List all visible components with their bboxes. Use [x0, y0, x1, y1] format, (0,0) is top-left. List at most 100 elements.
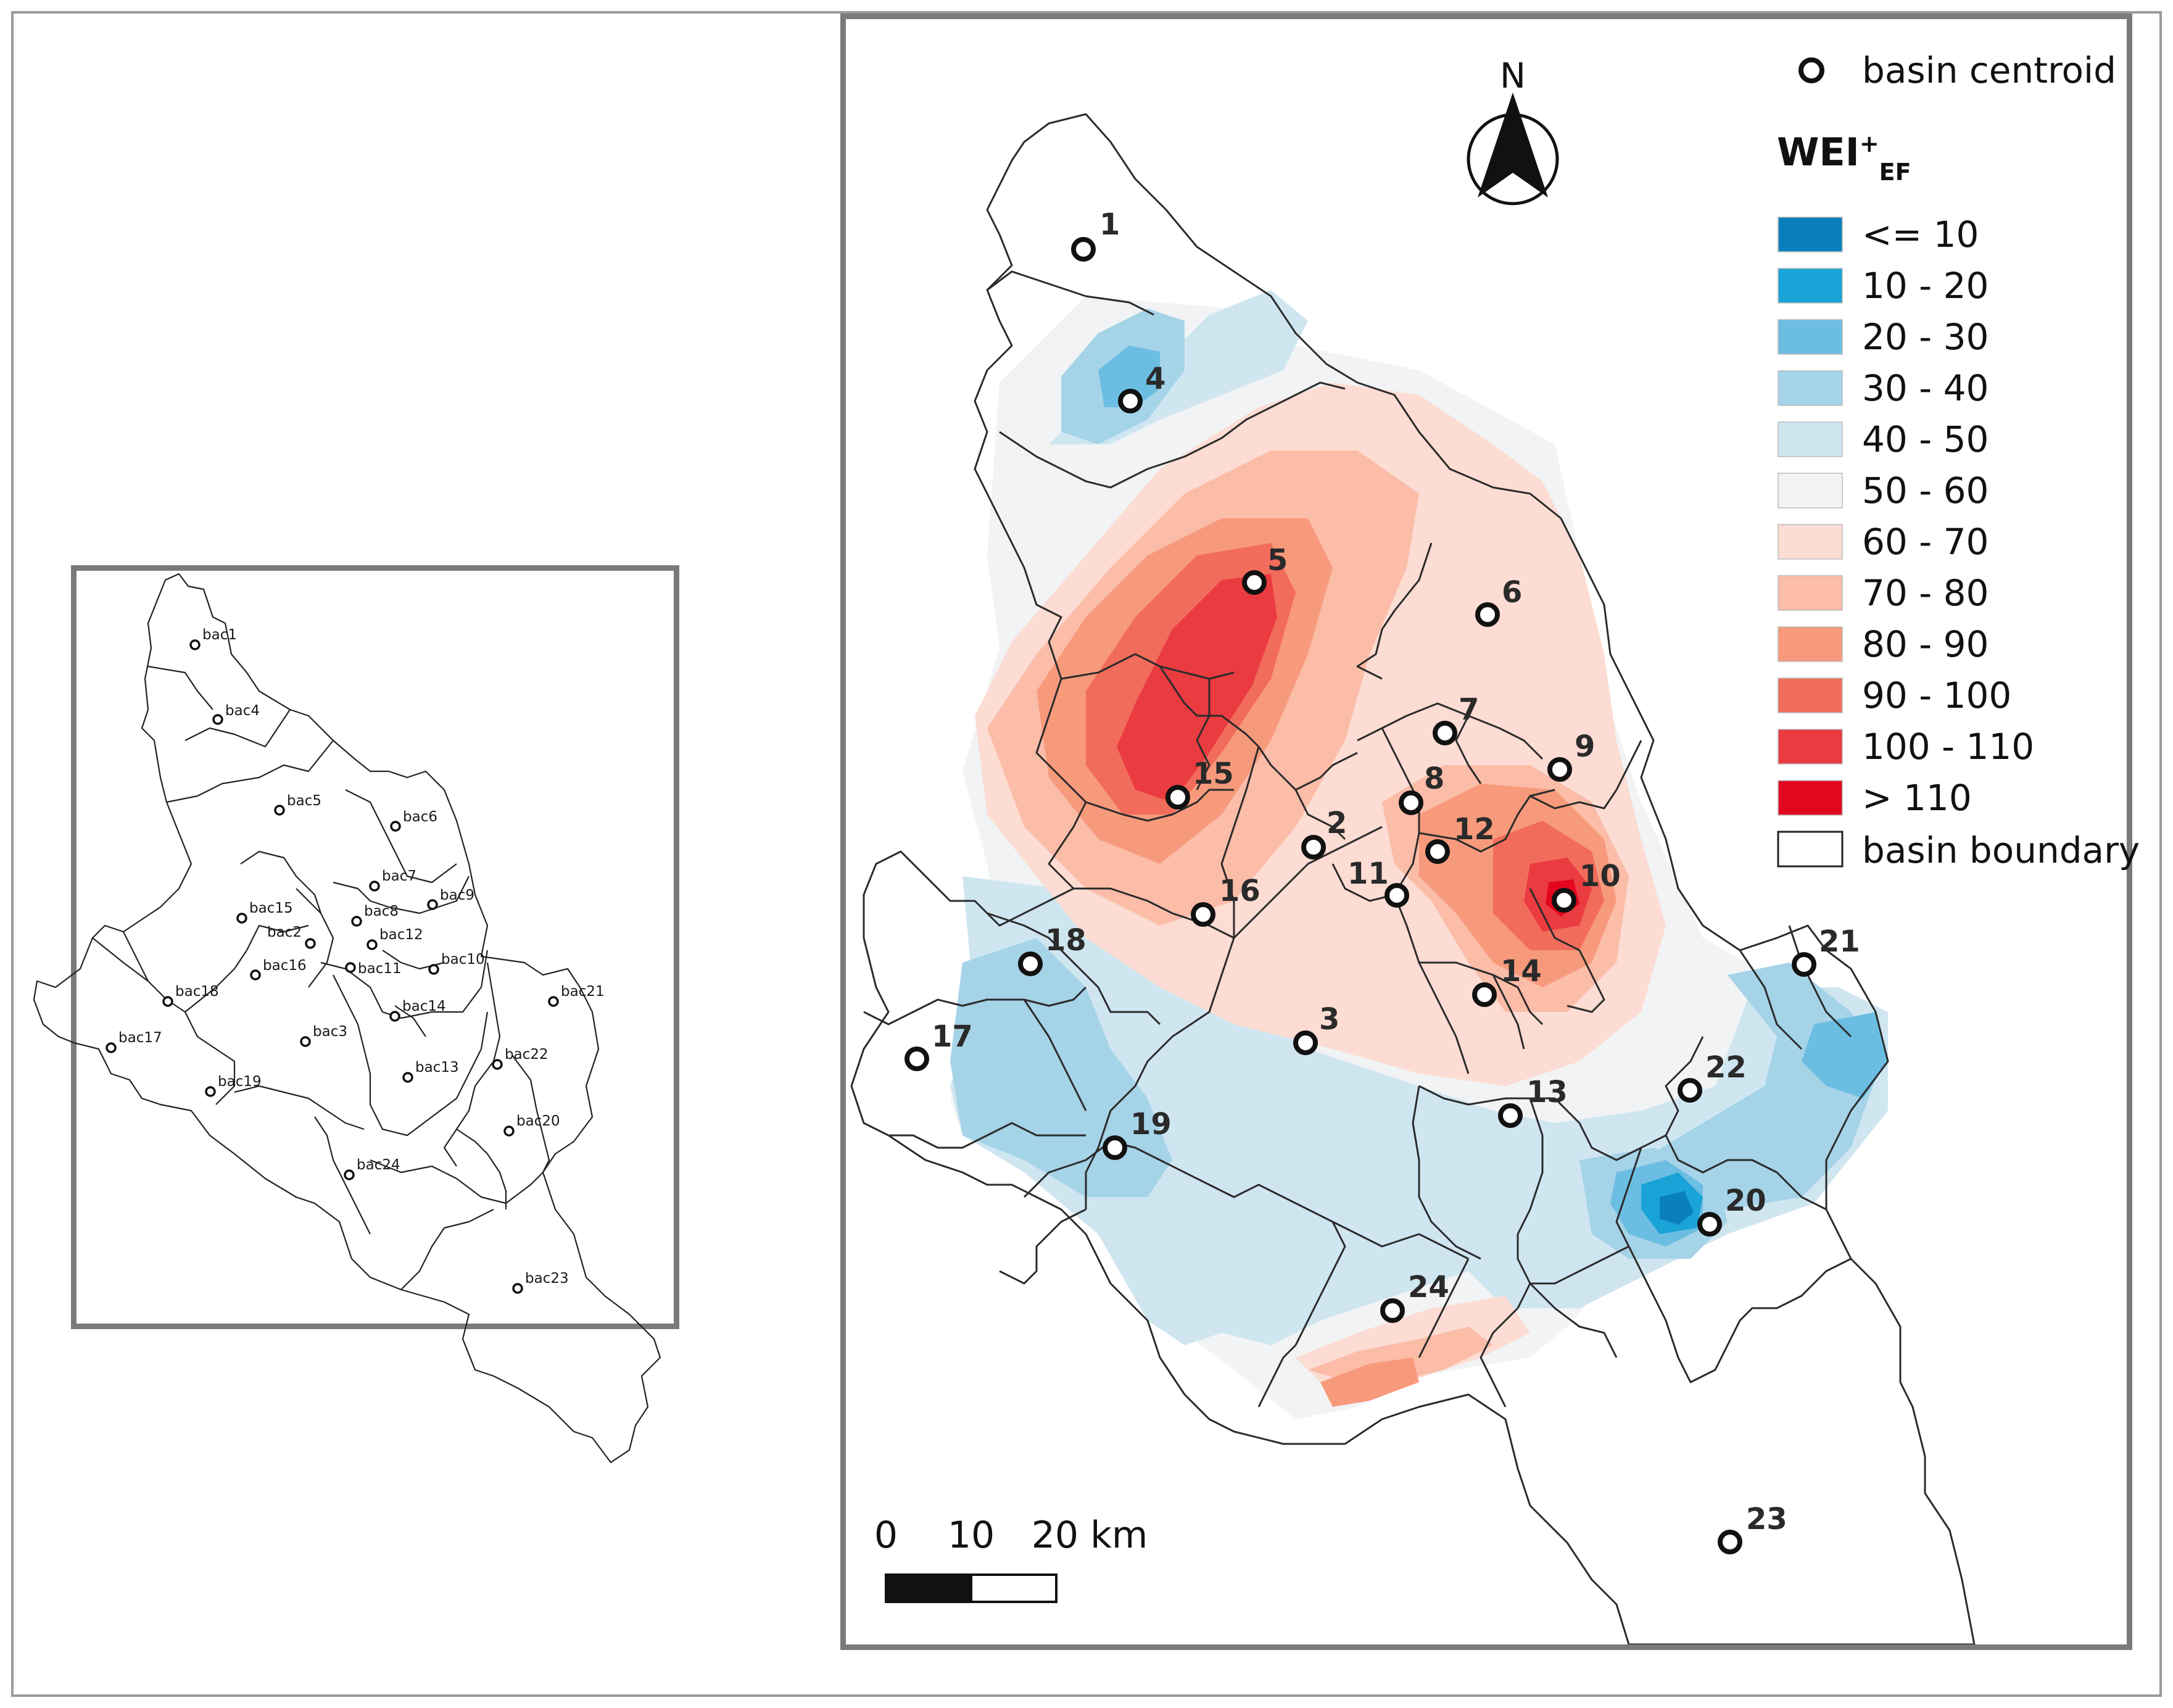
centroid-20 [1697, 1212, 1722, 1237]
legend-swatch [1778, 524, 1843, 560]
inset-centroid-bac16 [250, 969, 261, 980]
legend-swatch [1778, 626, 1843, 662]
label-11: 11 [1347, 856, 1389, 891]
centroid-markers [904, 237, 1816, 1554]
label-22: 22 [1705, 1050, 1747, 1085]
legend-boundary-label: basin boundary [1862, 829, 2140, 871]
inset-label-bac10: bac10 [441, 951, 485, 968]
centroid-12 [1425, 839, 1450, 864]
label-24: 24 [1408, 1270, 1449, 1304]
centroid-5 [1242, 570, 1267, 595]
centroid-6 [1475, 602, 1500, 627]
inset-centroid-bac6 [390, 821, 401, 832]
legend-swatch [1778, 678, 1843, 713]
scale-segment-black [886, 1575, 971, 1602]
inset-centroid-bac4 [212, 714, 223, 725]
centroid-15 [1165, 785, 1190, 810]
legend-class-label: 40 - 50 [1862, 418, 1989, 460]
centroid-18 [1018, 951, 1043, 976]
label-23: 23 [1746, 1502, 1787, 1536]
legend-centroid-symbol [1798, 57, 1824, 83]
inset-centroid-bac21 [548, 996, 559, 1007]
inset-label-bac13: bac13 [415, 1059, 459, 1076]
inset-label-bac4: bac4 [225, 703, 260, 719]
label-5: 5 [1267, 543, 1288, 578]
inset-centroid-bac3 [300, 1036, 311, 1047]
centroid-9 [1547, 757, 1572, 782]
centroid-11 [1385, 883, 1409, 908]
centroid-16 [1191, 902, 1215, 927]
label-9: 9 [1575, 729, 1595, 764]
north-label: N [1500, 56, 1526, 96]
legend-class-label: 20 - 30 [1862, 316, 1989, 358]
label-20: 20 [1725, 1184, 1766, 1218]
centroid-1 [1071, 237, 1096, 262]
inset-centroid-bac1 [189, 639, 201, 650]
inset-label-bac19: bac19 [218, 1074, 262, 1090]
legend-class-label: 90 - 100 [1862, 674, 2011, 716]
scale-segment-white [970, 1573, 1058, 1603]
inset-centroid-bac7 [369, 881, 380, 892]
inset-label-bac1: bac1 [202, 627, 237, 643]
label-12: 12 [1454, 812, 1495, 847]
inset-centroid-bac14 [389, 1011, 400, 1022]
centroid-21 [1792, 952, 1816, 977]
legend-swatch [1778, 780, 1843, 816]
label-1: 1 [1099, 207, 1120, 242]
inset-centroid-bac20 [503, 1126, 515, 1137]
label-16: 16 [1219, 874, 1260, 908]
north-arrow: N [1467, 56, 1559, 205]
inset-centroid-bac9 [427, 899, 438, 910]
legend-class-label: 100 - 110 [1862, 726, 2034, 768]
legend-swatch [1778, 319, 1843, 355]
label-6: 6 [1502, 575, 1522, 610]
label-7: 7 [1459, 692, 1479, 727]
label-8: 8 [1424, 761, 1444, 796]
zone-20-30-north [1098, 346, 1160, 407]
legend-class-label: 70 - 80 [1862, 572, 1989, 614]
centroid-8 [1399, 790, 1423, 815]
inset-label-bac20: bac20 [516, 1113, 560, 1129]
inset-centroid-bac18 [162, 996, 173, 1007]
inset-label-bac15: bac15 [249, 900, 293, 916]
centroid-2 [1301, 835, 1326, 860]
zone-80-90-south [1320, 1358, 1419, 1407]
legend-class-label: 60 - 70 [1862, 521, 1989, 563]
legend-classes: <= 10 10 - 20 20 - 30 30 - 40 40 - 50 50 - 60… [1778, 214, 2034, 819]
legend-class-label: 10 - 20 [1862, 265, 1989, 307]
inset-label-bac2: bac2 [267, 924, 302, 940]
centroid-19 [1103, 1135, 1127, 1160]
inset-centroid-bac15 [236, 913, 247, 924]
outer-boundary [850, 113, 1976, 1644]
inset-label-bac24: bac24 [357, 1157, 400, 1173]
scale-label-10: 10 [948, 1514, 995, 1557]
inset-centroid-bac23 [512, 1283, 523, 1294]
centroid-22 [1678, 1078, 1702, 1103]
centroid-23 [1718, 1530, 1742, 1554]
label-3: 3 [1319, 1002, 1339, 1037]
inset-basin-outline [33, 573, 661, 1464]
legend-class-label: <= 10 [1862, 214, 1979, 255]
label-18: 18 [1045, 923, 1086, 958]
centroid-14 [1472, 982, 1497, 1007]
legend-class-label: 30 - 40 [1862, 367, 1989, 409]
inset-label-bac11: bac11 [358, 961, 402, 977]
label-2: 2 [1327, 806, 1347, 840]
inset-label-bac14: bac14 [402, 998, 446, 1014]
legend-swatch [1778, 370, 1843, 406]
scale-label-0: 0 [874, 1514, 898, 1557]
inset-centroid-bac12 [366, 939, 378, 950]
label-15: 15 [1193, 757, 1234, 791]
inset-label-bac8: bac8 [364, 903, 399, 919]
inset-label-bac18: bac18 [175, 984, 219, 1000]
inset-centroid-bac11 [345, 962, 356, 973]
inset-centroid-bac8 [351, 916, 362, 927]
inset-centroid-bac17 [106, 1042, 117, 1053]
inset-label-bac12: bac12 [379, 927, 423, 943]
inset-label-bac9: bac9 [440, 887, 474, 903]
label-19: 19 [1130, 1107, 1172, 1142]
centroid-4 [1118, 389, 1143, 413]
inset-label-bac21: bac21 [561, 984, 605, 1000]
